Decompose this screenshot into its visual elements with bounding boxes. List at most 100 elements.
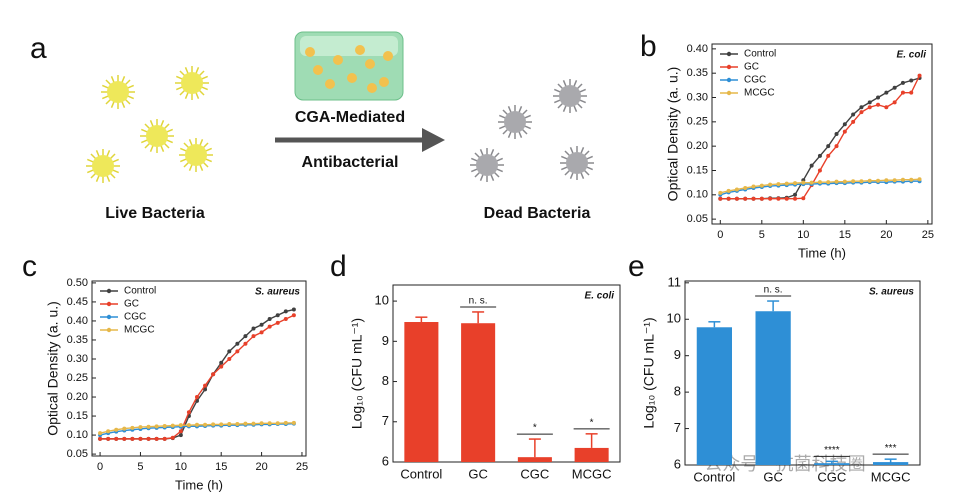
data-point — [146, 424, 151, 429]
y-tick-label: 7 — [674, 420, 681, 435]
y-tick-label: 0.10 — [687, 189, 708, 201]
data-point — [842, 122, 847, 127]
data-point — [826, 153, 831, 158]
data-point — [291, 313, 296, 318]
bacterium — [101, 75, 135, 109]
data-point — [809, 180, 814, 185]
data-point — [243, 421, 248, 426]
plot-frame — [392, 284, 621, 463]
data-point — [283, 309, 288, 314]
caption: Live Bacteria — [105, 205, 205, 222]
bar — [461, 323, 496, 462]
legend-label: MCGC — [124, 325, 155, 336]
legend-marker — [106, 327, 112, 333]
bar — [814, 463, 850, 465]
data-point — [842, 179, 847, 184]
data-point — [801, 180, 806, 185]
legend-label: Control — [124, 286, 156, 297]
body — [146, 125, 168, 147]
data-point — [275, 421, 280, 426]
data-point — [186, 410, 191, 415]
data-point — [817, 168, 822, 173]
panel-label: d — [330, 250, 347, 283]
significance-label: *** — [885, 443, 897, 454]
data-point — [227, 349, 232, 354]
arrow — [275, 128, 445, 152]
data-point — [283, 317, 288, 322]
data-point — [900, 80, 905, 85]
x-tick-label: 20 — [880, 229, 892, 241]
data-point — [259, 322, 264, 327]
legend-marker — [106, 288, 112, 294]
data-point — [909, 90, 914, 95]
bacterium — [498, 105, 532, 139]
data-point — [892, 178, 897, 183]
data-point — [243, 334, 248, 339]
data-point — [793, 196, 798, 201]
data-point — [219, 422, 224, 427]
y-tick-label: 0.15 — [687, 164, 708, 176]
body — [181, 72, 203, 94]
caption: Dead Bacteria — [484, 205, 591, 222]
y-tick-label: 0.35 — [687, 67, 708, 79]
data-point — [194, 395, 199, 400]
x-tick-label: GC — [468, 466, 488, 481]
data-point — [178, 423, 183, 428]
data-point — [106, 429, 111, 434]
data-point — [884, 90, 889, 95]
annotation: S. aureus — [869, 287, 914, 298]
data-point — [876, 95, 881, 100]
bar — [517, 457, 552, 462]
data-point — [138, 425, 143, 430]
x-axis-label: Time (h) — [175, 477, 223, 492]
data-point — [859, 179, 864, 184]
plot-frame — [711, 43, 933, 225]
y-tick-label: 9 — [674, 347, 681, 362]
data-point — [900, 177, 905, 182]
y-tick-label: 6 — [674, 456, 681, 471]
bar — [696, 327, 732, 465]
y-axis-label: Optical Density (a. u.) — [45, 301, 61, 436]
data-point — [186, 423, 191, 428]
x-tick-label: 25 — [922, 229, 934, 241]
data-point — [718, 196, 723, 201]
data-point — [801, 196, 806, 201]
data-point — [768, 196, 773, 201]
y-tick-label: 10 — [667, 311, 681, 326]
data-point — [718, 190, 723, 195]
data-point — [784, 196, 789, 201]
data-point — [876, 178, 881, 183]
x-tick-label: 10 — [797, 229, 809, 241]
bacterium — [140, 119, 174, 153]
x-tick-label: CGC — [817, 469, 846, 484]
data-point — [227, 356, 232, 361]
x-tick-label: 0 — [97, 461, 103, 473]
x-tick-label: Control — [693, 469, 735, 484]
annotation: S. aureus — [255, 287, 300, 298]
data-point — [917, 177, 922, 182]
y-axis-label: Log₁₀ (CFU mL⁻¹) — [641, 317, 657, 428]
bacterium — [179, 138, 213, 172]
data-point — [154, 424, 159, 429]
legend-marker — [726, 64, 732, 70]
y-axis-label: Log₁₀ (CFU mL⁻¹) — [349, 318, 365, 429]
arrow-label: Antibacterial — [302, 154, 399, 171]
x-tick-label: 10 — [175, 461, 187, 473]
data-point — [130, 436, 135, 441]
annotation: E. coli — [897, 50, 927, 61]
body — [185, 144, 207, 166]
body — [476, 154, 498, 176]
y-tick-label: 0.25 — [687, 116, 708, 128]
panel-label: b — [640, 30, 657, 63]
data-point — [817, 180, 822, 185]
body — [107, 81, 129, 103]
data-point — [776, 182, 781, 187]
data-point — [751, 196, 756, 201]
data-point — [211, 372, 216, 377]
x-tick-label: 20 — [255, 461, 267, 473]
data-point — [768, 182, 773, 187]
data-point — [909, 78, 914, 83]
legend-marker — [726, 90, 732, 96]
data-point — [267, 317, 272, 322]
data-point — [917, 73, 922, 78]
